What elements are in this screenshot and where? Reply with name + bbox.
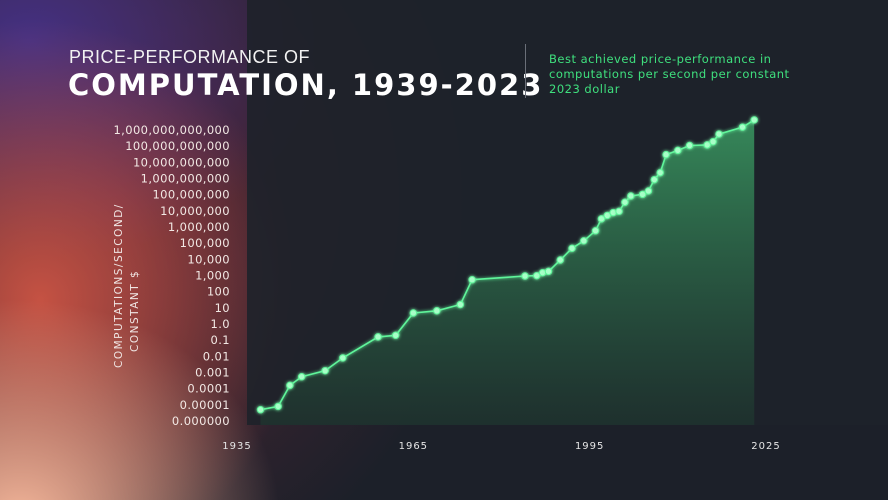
data-point	[703, 141, 711, 149]
data-point	[409, 309, 418, 317]
data-point	[256, 405, 265, 414]
y-tick-label: 0.001	[195, 366, 230, 380]
data-points	[256, 116, 758, 414]
y-tick-label: 10,000,000	[160, 204, 230, 218]
data-point	[544, 267, 553, 276]
data-point	[556, 256, 564, 264]
data-point	[433, 307, 441, 315]
data-point	[580, 237, 588, 245]
y-tick-label: 0.000000	[172, 414, 230, 428]
data-point	[274, 402, 282, 411]
y-axis-label-line-2: CONSTANT $	[129, 270, 141, 352]
area-fill	[260, 119, 755, 426]
data-point	[521, 272, 529, 280]
data-point	[638, 190, 647, 199]
data-point	[597, 215, 606, 223]
y-tick-label: 10	[215, 301, 230, 315]
data-point	[627, 192, 635, 200]
data-point	[644, 187, 653, 195]
x-tick-label: 1965	[399, 441, 428, 452]
y-tick-label: 1,000,000,000	[141, 172, 230, 186]
data-point	[392, 331, 400, 340]
y-tick-label: 1,000	[195, 269, 230, 283]
y-tick-label: 10,000	[187, 252, 230, 266]
data-point	[750, 116, 758, 124]
data-point	[709, 137, 717, 146]
data-point	[715, 130, 723, 138]
data-point	[621, 198, 629, 206]
y-tick-label: 0.01	[203, 349, 230, 363]
data-point	[615, 207, 623, 216]
data-point	[591, 227, 600, 235]
data-point	[468, 275, 476, 284]
title-line-1: PRICE-PERFORMANCE OF	[69, 47, 311, 67]
y-tick-label: 0.1	[211, 333, 231, 347]
data-point	[538, 268, 547, 277]
y-tick-label: 100,000,000	[152, 188, 230, 202]
data-point	[321, 366, 329, 375]
y-tick-label: 1,000,000,000,000	[113, 123, 230, 137]
data-point	[738, 123, 747, 131]
data-point	[297, 372, 306, 381]
data-point	[374, 333, 382, 341]
data-point	[456, 300, 465, 309]
y-tick-label: 10,000,000,000	[133, 155, 230, 169]
header-divider	[525, 44, 526, 98]
data-point	[609, 208, 617, 217]
x-tick-label: 2025	[751, 441, 780, 452]
data-point	[533, 271, 541, 280]
data-point	[662, 150, 670, 159]
data-point	[603, 211, 611, 220]
data-point	[286, 381, 294, 390]
y-axis-label-line-1: COMPUTATIONS/SECOND/	[113, 203, 125, 368]
x-tick-label: 1935	[222, 441, 251, 452]
y-tick-label: 0.00001	[180, 398, 230, 412]
title-line-2: COMPUTATION, 1939-2023	[68, 68, 544, 102]
data-point	[650, 175, 659, 184]
y-tick-label: 1,000,000	[168, 220, 230, 234]
chart-subtitle: Best achieved price-performance in compu…	[549, 52, 790, 96]
y-axis-label: COMPUTATIONS/SECOND/ CONSTANT $	[113, 203, 141, 368]
data-point	[685, 141, 694, 150]
data-point	[674, 146, 682, 155]
y-tick-label: 1.0	[211, 317, 231, 331]
y-tick-label: 100,000,000,000	[125, 139, 230, 153]
data-point	[339, 354, 347, 362]
data-point	[568, 244, 576, 253]
y-tick-label: 100,000	[180, 236, 230, 250]
x-tick-label: 1995	[575, 441, 604, 452]
data-point	[656, 168, 664, 177]
y-tick-label: 0.0001	[187, 382, 230, 396]
y-axis-ticks: 1,000,000,000,000 100,000,000,000 10,000,0…	[113, 123, 231, 428]
x-axis-ticks: 1935 1965 1995 2025	[222, 441, 780, 452]
y-tick-label: 100	[207, 285, 230, 299]
